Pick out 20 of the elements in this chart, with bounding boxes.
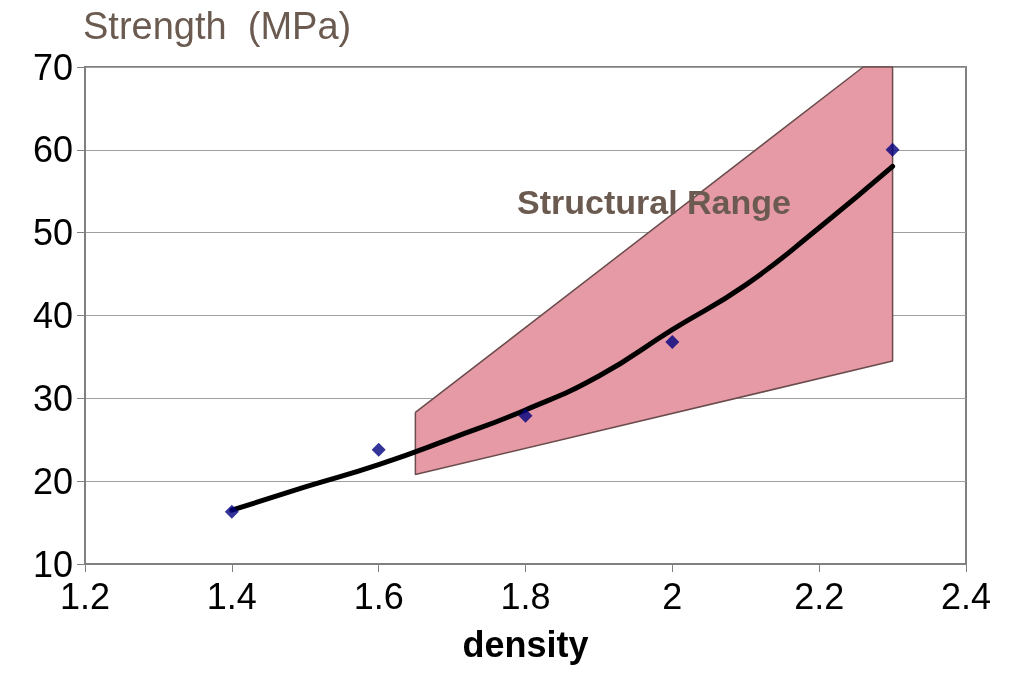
point [371,442,386,457]
x-tick-label: 1.6 [353,575,404,617]
point [224,504,239,519]
y-tick-label: 70 [32,46,73,88]
x-tick-label: 1.4 [206,575,257,617]
point [885,142,900,157]
y-tick-label: 30 [32,377,73,419]
x-tick-label: 2.2 [794,575,845,617]
y-tick-label: 20 [32,460,73,502]
y-tick-label: 50 [32,212,73,254]
y-axis-title: Strength (MPa) [83,5,352,47]
x-tick-label: 1.8 [500,575,551,617]
point [518,408,533,423]
point [665,335,680,350]
y-tick-label: 60 [32,129,73,171]
annotation: Structural Range [517,183,791,222]
x-tick-label: 2.4 [940,575,992,617]
x-axis-title: density [462,623,589,665]
x-tick-label: 2 [662,575,683,617]
y-tick-label: 40 [32,295,73,336]
